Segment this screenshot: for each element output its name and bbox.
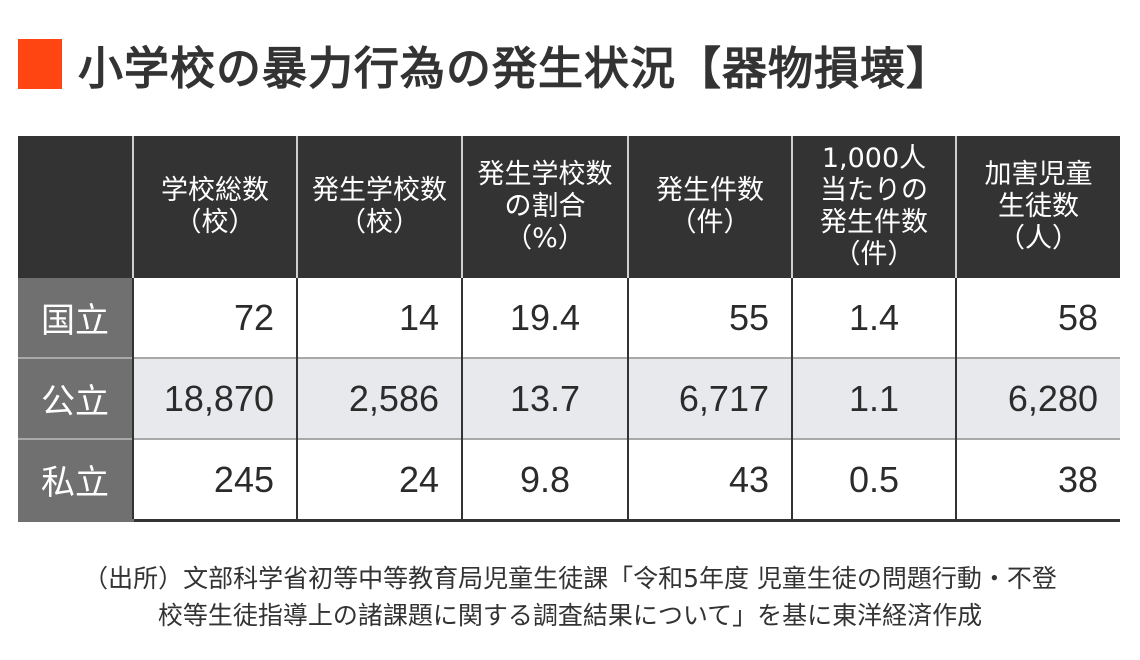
cell-schools-with-incidents: 2,586 xyxy=(296,357,462,439)
row-label: 公立 xyxy=(18,357,133,439)
cell-ratio: 13.7 xyxy=(461,357,628,439)
header-schools-with-incidents: 発生学校数 （校） xyxy=(296,136,462,278)
header-incident-school-ratio: 発生学校数 の割合 （%） xyxy=(461,136,628,278)
header-corner xyxy=(18,136,133,278)
cell-perpetrators: 38 xyxy=(955,438,1120,522)
title-text: 小学校の暴力行為の発生状況【器物損壊】 xyxy=(78,41,953,95)
cell-per-1000: 1.4 xyxy=(791,278,956,358)
title-marker-square xyxy=(18,39,62,89)
cell-total-schools: 18,870 xyxy=(132,357,297,439)
cell-schools-with-incidents: 14 xyxy=(296,278,462,358)
chart-title: 小学校の暴力行為の発生状況【器物損壊】 xyxy=(18,36,952,95)
cell-schools-with-incidents: 24 xyxy=(296,438,462,522)
cell-perpetrators: 58 xyxy=(955,278,1120,358)
cell-total-schools: 245 xyxy=(132,438,297,522)
source-note: （出所）文部科学省初等中等教育局児童生徒課「令和5年度 児童生徒の問題行動・不登… xyxy=(0,560,1140,634)
header-incidents-per-1000: 1,000人 当たりの 発生件数 （件） xyxy=(791,136,956,278)
table-row-national: 国立 72 14 19.4 55 1.4 58 xyxy=(18,278,1120,358)
source-line-1: （出所）文部科学省初等中等教育局児童生徒課「令和5年度 児童生徒の問題行動・不登 xyxy=(83,564,1057,593)
row-label: 私立 xyxy=(18,438,133,522)
header-row: 学校総数 （校） 発生学校数 （校） 発生学校数 の割合 （%） 発生件数 （件… xyxy=(18,136,1120,278)
row-label: 国立 xyxy=(18,278,133,358)
data-table: 学校総数 （校） 発生学校数 （校） 発生学校数 の割合 （%） 発生件数 （件… xyxy=(18,136,1120,522)
cell-incident-count: 6,717 xyxy=(627,357,792,439)
header-incident-count: 発生件数 （件） xyxy=(627,136,792,278)
cell-incident-count: 55 xyxy=(627,278,792,358)
table-row-private: 私立 245 24 9.8 43 0.5 38 xyxy=(18,438,1120,522)
header-total-schools: 学校総数 （校） xyxy=(132,136,297,278)
source-line-2: 校等生徒指導上の諸課題に関する調査結果について」を基に東洋経済作成 xyxy=(157,601,983,630)
table-row-public: 公立 18,870 2,586 13.7 6,717 1.1 6,280 xyxy=(18,357,1120,439)
cell-incident-count: 43 xyxy=(627,438,792,522)
cell-per-1000: 0.5 xyxy=(791,438,956,522)
cell-perpetrators: 6,280 xyxy=(955,357,1120,439)
header-perpetrator-count: 加害児童 生徒数 （人） xyxy=(955,136,1120,278)
cell-per-1000: 1.1 xyxy=(791,357,956,439)
cell-ratio: 19.4 xyxy=(461,278,628,358)
cell-ratio: 9.8 xyxy=(461,438,628,522)
cell-total-schools: 72 xyxy=(132,278,297,358)
